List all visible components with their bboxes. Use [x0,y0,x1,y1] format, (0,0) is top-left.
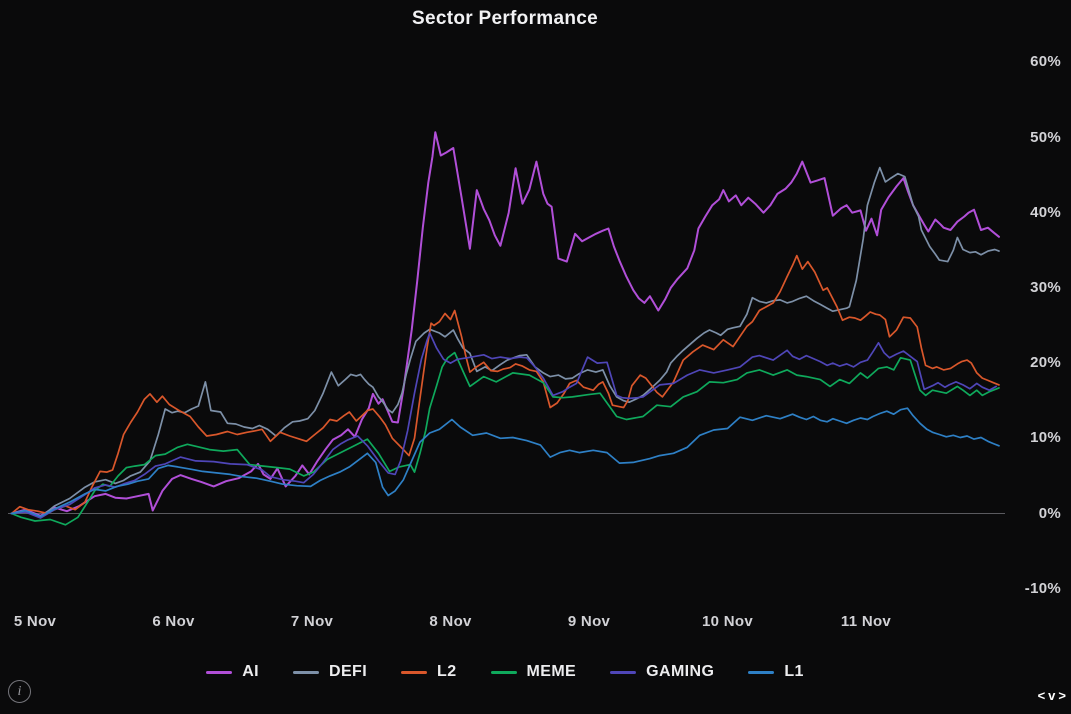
legend-item-meme[interactable]: MEME [490,663,577,681]
pager-collapse-icon[interactable]: v [1048,688,1056,703]
x-tick-label: 5 Nov [13,613,57,630]
legend-item-defi[interactable]: DEFI [293,663,367,681]
legend-label: MEME [526,663,577,680]
series-line-l2 [10,254,1000,515]
series-line-meme [10,351,1000,526]
info-icon[interactable]: i [8,680,31,703]
y-tick-label: 40% [1030,203,1061,221]
legend-label: DEFI [329,663,368,680]
x-tick-label: 7 Nov [290,613,334,630]
series-line-ai [10,131,1000,517]
y-tick-label: 50% [1030,128,1061,146]
x-tick-label: 9 Nov [567,613,611,630]
x-tick-label: 11 Nov [840,613,892,630]
legend-swatch-icon [293,670,319,674]
legend-swatch-icon [206,670,233,674]
y-tick-label: 60% [1030,53,1061,71]
pager-next-icon[interactable]: > [1058,688,1066,703]
legend-label: GAMING [646,663,715,680]
legend-label: AI [242,663,259,680]
chart-title: Sector Performance [412,8,598,29]
legend-label: L1 [784,663,804,680]
legend-swatch-icon [490,670,517,674]
series-line-defi [10,166,1000,519]
y-tick-label: 0% [1038,504,1061,522]
legend-label: L2 [437,663,457,680]
y-tick-label: -10% [1024,579,1061,597]
y-tick-label: 20% [1030,354,1061,372]
legend-item-l2[interactable]: L2 [401,663,456,681]
y-tick-label: 30% [1030,278,1061,296]
legend-item-ai[interactable]: AI [206,663,259,681]
legend-swatch-icon [401,670,428,674]
chart-pager: < v > [1037,688,1067,703]
pager-prev-icon[interactable]: < [1037,688,1046,703]
series-line-gaming [10,332,998,519]
x-tick-label: 10 Nov [702,613,753,630]
legend-item-gaming[interactable]: GAMING [610,663,714,681]
x-tick-label: 6 Nov [152,613,195,630]
x-tick-label: 8 Nov [429,613,472,630]
legend-item-l1[interactable]: L1 [748,663,803,681]
legend-swatch-icon [748,670,775,674]
chart-legend: AI DEFI L2 MEME GAMING L1 [0,663,1010,681]
series-line-l1 [10,407,1000,518]
legend-swatch-icon [610,670,637,674]
y-tick-label: 10% [1030,429,1061,447]
